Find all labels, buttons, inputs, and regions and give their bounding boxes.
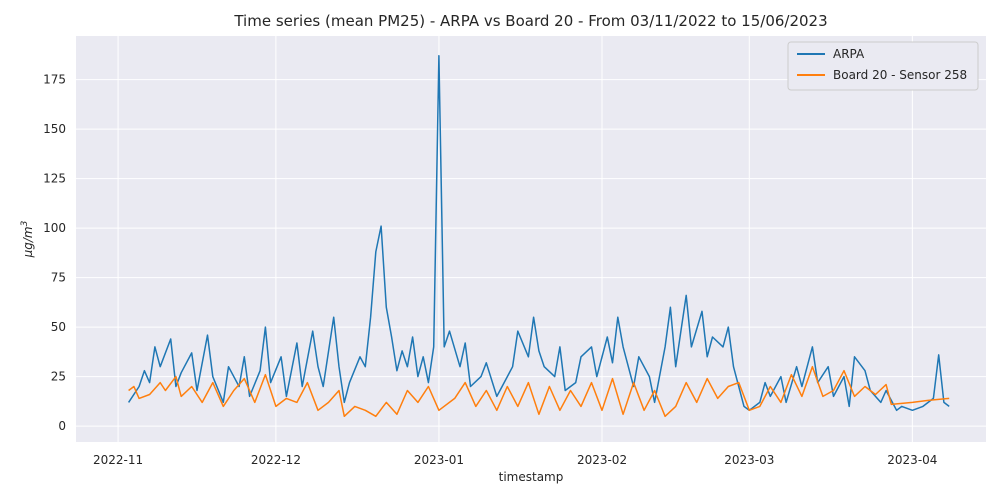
x-axis-label: timestamp: [499, 470, 564, 484]
y-tick-label: 0: [58, 419, 66, 433]
legend-label-board: Board 20 - Sensor 258: [833, 68, 967, 82]
y-axis-label-main: μg/m: [21, 226, 35, 258]
y-tick-label: 25: [51, 370, 66, 384]
series-line-arpa: [127, 55, 950, 412]
legend-label-arpa: ARPA: [833, 47, 865, 61]
chart-title: Time series (mean PM25) - ARPA vs Board …: [233, 12, 827, 30]
y-tick-label: 100: [43, 221, 66, 235]
x-tick-label: 2022-12: [251, 453, 301, 467]
x-tick-label: 2023-03: [724, 453, 774, 467]
y-axis-label-superscript: 3: [20, 220, 30, 226]
plot-background: [76, 36, 986, 442]
x-tick-label: 2022-11: [93, 453, 143, 467]
y-axis-label-group: μg/m3: [20, 220, 35, 258]
y-tick-label: 50: [51, 320, 66, 334]
grid: [76, 36, 986, 442]
y-tick-label: 150: [43, 122, 66, 136]
y-tick-label: 175: [43, 73, 66, 87]
series-layer: [127, 55, 950, 418]
x-tick-label: 2023-02: [577, 453, 627, 467]
y-tick-label: 75: [51, 271, 66, 285]
y-axis-label: μg/m3: [20, 220, 35, 258]
x-tick-label: 2023-04: [887, 453, 937, 467]
y-tick-label: 125: [43, 172, 66, 186]
legend: ARPA Board 20 - Sensor 258: [787, 41, 979, 91]
tick-labels: 0 25 50 75 100 125 150 175 2022-11 2022-12 2023-01…: [43, 73, 937, 467]
series-line-board-20-sensor-258: [128, 365, 950, 418]
x-tick-label: 2023-01: [414, 453, 464, 467]
legend-box: [787, 41, 979, 91]
